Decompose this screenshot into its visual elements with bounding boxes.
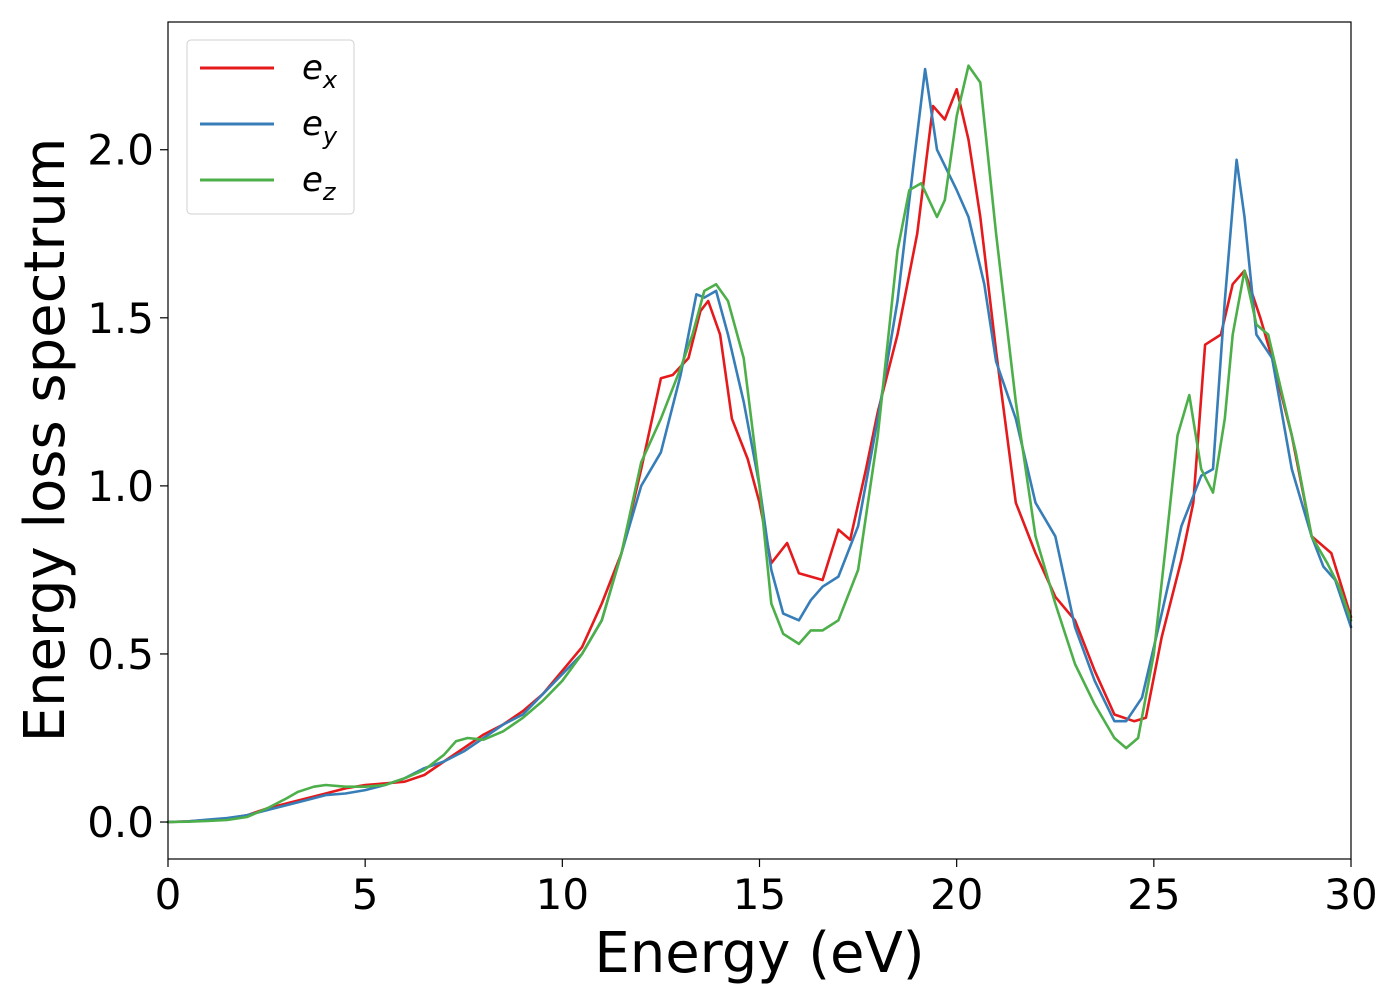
y-tick-label: 0.0 xyxy=(87,798,154,847)
legend-label-e-x: ex xyxy=(302,48,338,94)
x-tick-label: 20 xyxy=(930,870,983,919)
x-axis-label: Energy (eV) xyxy=(594,921,924,986)
x-tick-label: 15 xyxy=(733,870,786,919)
x-axis-ticks: 0 5 10 15 20 25 30 xyxy=(155,859,1378,919)
x-tick-label: 25 xyxy=(1127,870,1180,919)
series-layer xyxy=(166,64,1353,824)
y-tick-label: 1.0 xyxy=(87,462,154,511)
y-tick-label: 0.5 xyxy=(87,630,154,679)
legend-label-e-z: ez xyxy=(302,160,337,206)
y-tick-label: 2.0 xyxy=(87,126,154,175)
x-tick-label: 0 xyxy=(155,870,182,919)
legend-label-e-y: ey xyxy=(302,104,338,150)
series-line-e-z xyxy=(166,64,1353,824)
y-axis-label: Energy loss spectrum xyxy=(13,138,78,743)
x-tick-label: 10 xyxy=(536,870,589,919)
series-line-e-x xyxy=(166,87,1353,824)
x-tick-label: 5 xyxy=(352,870,379,919)
y-axis-ticks: 0.0 0.5 1.0 1.5 2.0 xyxy=(87,126,168,847)
y-tick-label: 1.5 xyxy=(87,294,154,343)
legend: ex ey ez xyxy=(186,39,355,215)
x-tick-label: 30 xyxy=(1324,870,1377,919)
legend-frame xyxy=(186,39,355,215)
